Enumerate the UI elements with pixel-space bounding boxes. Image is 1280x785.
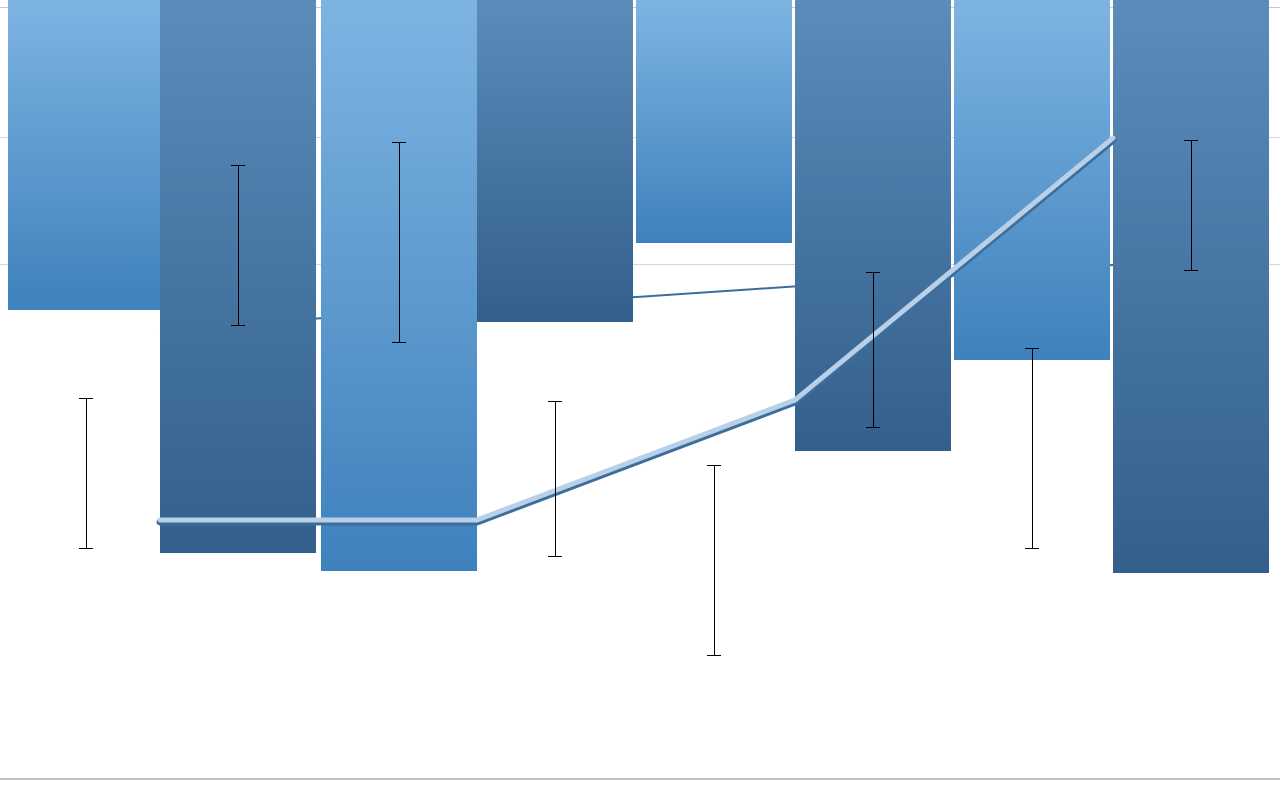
error-bar <box>555 401 556 556</box>
error-bar-cap <box>1184 140 1198 141</box>
error-bar-cap <box>866 272 880 273</box>
front-bar <box>954 0 1110 360</box>
gridline <box>0 137 1280 138</box>
error-bar-cap <box>548 556 562 557</box>
error-bar <box>399 142 400 342</box>
error-bar <box>873 272 874 427</box>
gridline <box>0 264 1280 265</box>
error-bar <box>1191 140 1192 270</box>
error-bar-cap <box>1025 348 1039 349</box>
error-bar-cap <box>79 548 93 549</box>
error-bar <box>238 165 239 325</box>
error-bar-cap <box>79 398 93 399</box>
gridline <box>0 7 1280 8</box>
error-bar-cap <box>548 401 562 402</box>
back-bar <box>477 0 633 322</box>
error-bar <box>86 398 87 548</box>
error-bar-cap <box>231 165 245 166</box>
error-bar <box>714 465 715 655</box>
error-bar-cap <box>1184 270 1198 271</box>
error-bar-cap <box>866 427 880 428</box>
combo-bar-line-chart <box>0 0 1280 785</box>
bar-gradients-defs <box>0 0 1280 785</box>
error-bar-cap <box>707 465 721 466</box>
front-bar <box>636 0 792 243</box>
error-bar-cap <box>392 142 406 143</box>
error-bar-cap <box>1025 548 1039 549</box>
error-bar-cap <box>707 655 721 656</box>
error-bar <box>1032 348 1033 548</box>
error-bar-cap <box>231 325 245 326</box>
data-line <box>0 0 1280 785</box>
error-bar-cap <box>392 342 406 343</box>
gridline <box>0 778 1280 780</box>
trend-line <box>0 0 1280 785</box>
back-bar <box>1113 0 1269 573</box>
